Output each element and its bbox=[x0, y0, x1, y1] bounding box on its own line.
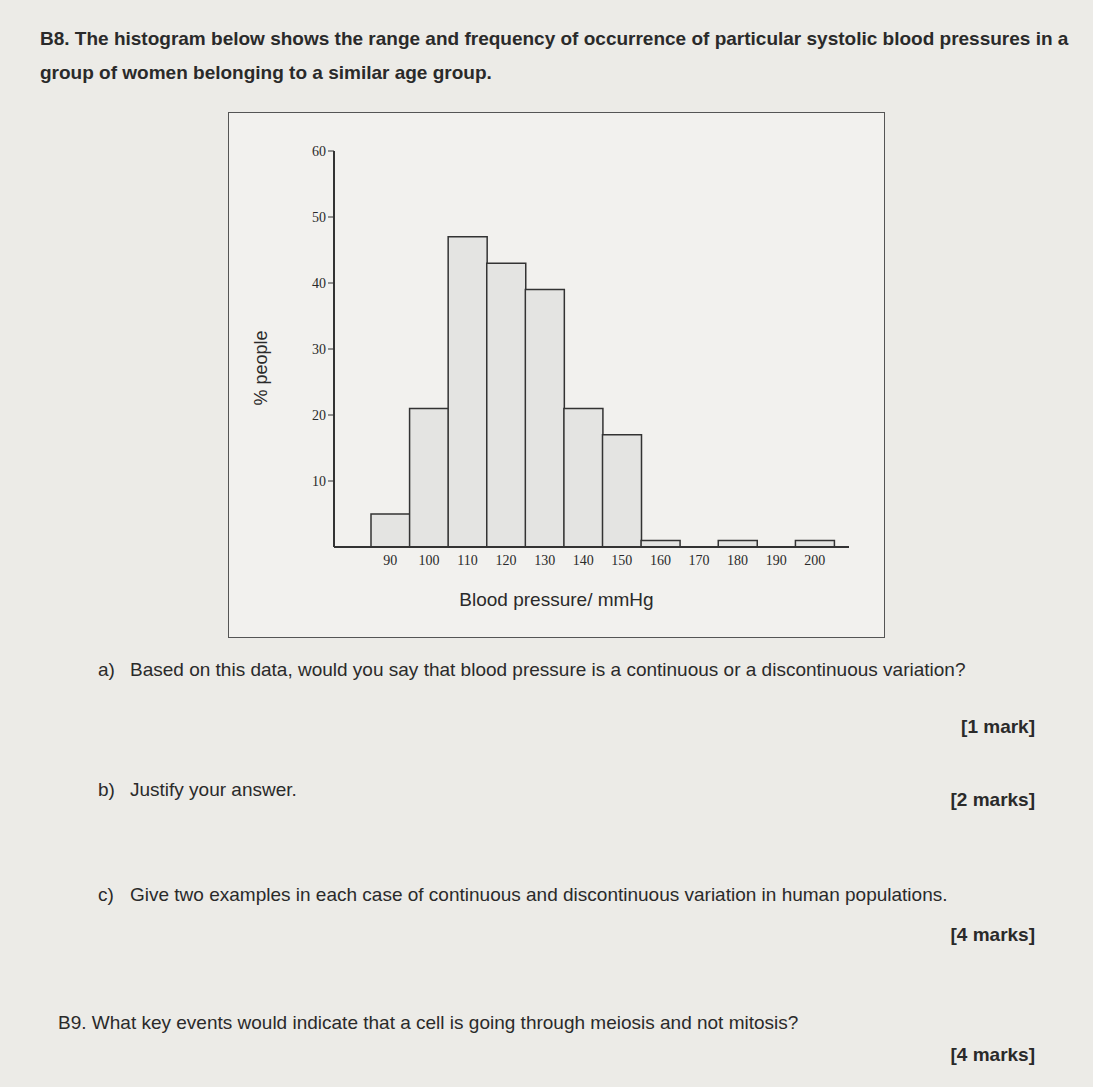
svg-text:110: 110 bbox=[457, 553, 477, 568]
svg-text:100: 100 bbox=[418, 553, 439, 568]
html-text:B8. The histogram below shows: B8. The histogram below shows the range … bbox=[40, 28, 1069, 83]
svg-text:120: 120 bbox=[496, 553, 517, 568]
svg-text:140: 140 bbox=[573, 553, 594, 568]
svg-text:30: 30 bbox=[312, 342, 326, 357]
svg-text:150: 150 bbox=[611, 553, 632, 568]
svg-text:130: 130 bbox=[534, 553, 555, 568]
html-text:[4 marks]: [4 marks] bbox=[950, 924, 1035, 945]
svg-text:10: 10 bbox=[312, 474, 326, 489]
html-text:c): c) bbox=[98, 884, 114, 905]
html-text:Blood pressure/ mmHg: Blood pressure/ mmHg bbox=[459, 589, 654, 610]
html-text:Based on this data, would you: Based on this data, would you say that b… bbox=[130, 659, 966, 680]
html-text:[1 mark]: [1 mark] bbox=[961, 716, 1035, 737]
html-text:B9. What key events would indi: B9. What key events would indicate that … bbox=[58, 1012, 799, 1033]
html-text:[2 marks]: [2 marks] bbox=[950, 789, 1035, 810]
html-text:a): a) bbox=[98, 659, 115, 680]
svg-text:60: 60 bbox=[312, 144, 326, 159]
svg-text:50: 50 bbox=[312, 210, 326, 225]
svg-text:160: 160 bbox=[650, 553, 671, 568]
html-text:[4 marks]: [4 marks] bbox=[950, 1044, 1035, 1065]
svg-text:40: 40 bbox=[312, 276, 326, 291]
svg-text:90: 90 bbox=[383, 553, 397, 568]
svg-text:180: 180 bbox=[727, 553, 748, 568]
html-text:% people: % people bbox=[250, 330, 271, 406]
html-text:Justify your answer.: Justify your answer. bbox=[130, 779, 297, 800]
svg-text:20: 20 bbox=[312, 408, 326, 423]
svg-text:170: 170 bbox=[688, 553, 709, 568]
svg-text:190: 190 bbox=[766, 553, 787, 568]
html-text:Give two examples in each case: Give two examples in each case of contin… bbox=[130, 884, 948, 905]
html-text:b): b) bbox=[98, 779, 115, 800]
svg-text:200: 200 bbox=[804, 553, 825, 568]
